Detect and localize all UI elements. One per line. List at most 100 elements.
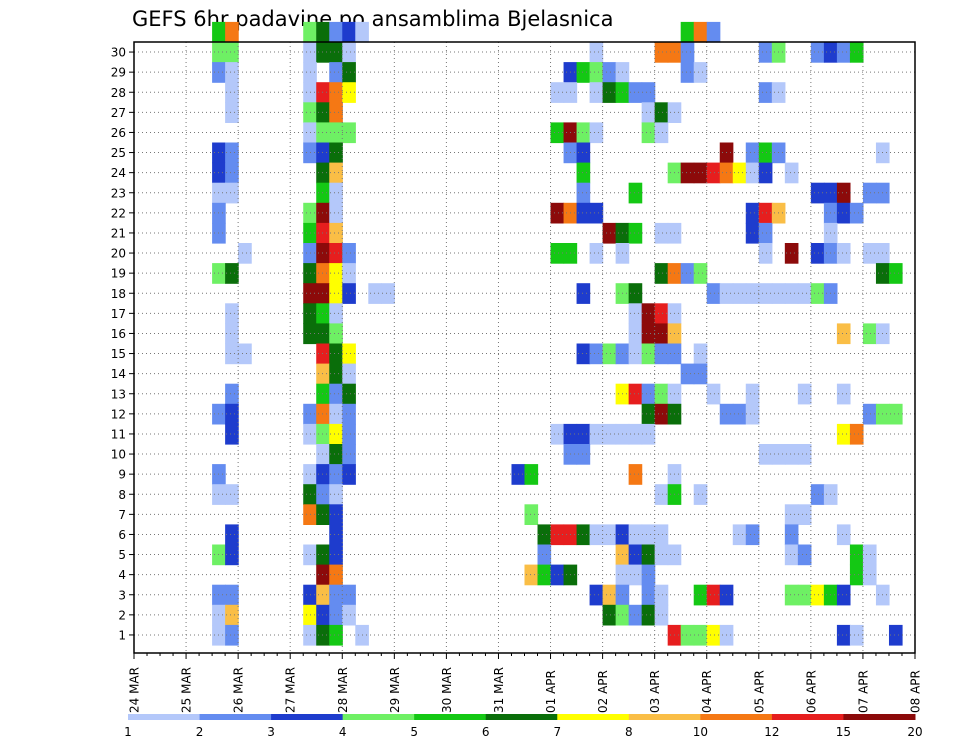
heatmap-cell: [784, 243, 799, 264]
heatmap-cell: [758, 283, 773, 304]
heatmap-cell: [316, 42, 330, 63]
heatmap-cell: [654, 383, 669, 405]
heatmap-cell: [576, 343, 591, 365]
y-tick-label: 22: [111, 206, 126, 220]
heatmap-cell: [329, 403, 343, 425]
colorbar-label: 4: [339, 725, 347, 739]
y-tick-label: 13: [111, 387, 126, 401]
heatmap-cell: [342, 122, 356, 144]
heatmap-cell: [537, 564, 552, 586]
heatmap-cell: [342, 403, 356, 425]
heatmap-cell: [225, 423, 239, 445]
heatmap-cell: [758, 142, 773, 164]
x-tick-label: 27 MAR: [284, 667, 298, 713]
heatmap-cell: [732, 403, 747, 425]
heatmap-cell: [628, 182, 643, 204]
heatmap-cell: [693, 624, 708, 646]
heatmap-cell: [641, 524, 656, 546]
heatmap-cell: [316, 604, 330, 626]
heatmap-cell: [355, 21, 369, 43]
heatmap-cell: [745, 403, 760, 425]
heatmap-cell: [342, 363, 356, 385]
heatmap-cell: [654, 403, 669, 425]
heatmap-cell: [836, 584, 851, 606]
heatmap-cell: [316, 564, 330, 586]
heatmap-cell: [329, 222, 343, 244]
heatmap-cell: [836, 42, 851, 63]
heatmap-cell: [628, 343, 643, 365]
heatmap-cell: [316, 243, 330, 264]
y-tick-label: 5: [118, 548, 126, 562]
heatmap-cell: [706, 162, 721, 184]
y-tick-label: 14: [111, 367, 126, 381]
heatmap-cell: [316, 584, 330, 606]
heatmap-cell: [329, 444, 343, 465]
heatmap-cell: [238, 243, 252, 264]
heatmap-cell: [836, 182, 851, 204]
colorbar-label: 12: [764, 725, 779, 739]
heatmap-cell: [836, 423, 851, 445]
heatmap-cell: [576, 142, 591, 164]
heatmap-cell: [628, 544, 643, 566]
heatmap-cell: [706, 584, 721, 606]
heatmap-cell: [641, 403, 656, 425]
heatmap-cell: [537, 544, 552, 566]
heatmap-cell: [550, 423, 565, 445]
heatmap-cell: [225, 162, 239, 184]
heatmap-cell: [641, 423, 656, 445]
heatmap-cell: [654, 102, 669, 123]
heatmap-cell: [641, 323, 656, 345]
heatmap-cell: [342, 383, 356, 405]
x-tick-label: 26 MAR: [232, 667, 246, 713]
heatmap-cell: [602, 82, 617, 103]
heatmap-cell: [641, 102, 656, 123]
heatmap-cell: [758, 202, 773, 224]
y-tick-label: 21: [111, 226, 126, 240]
heatmap-cell: [628, 524, 643, 546]
heatmap-cell: [784, 444, 799, 465]
heatmap-cell: [732, 162, 747, 184]
y-tick-label: 26: [111, 126, 126, 140]
heatmap-cell: [329, 524, 343, 546]
heatmap-cell: [303, 21, 317, 43]
heatmap-cell: [329, 122, 343, 144]
colorbar-label: 5: [410, 725, 418, 739]
x-tick-label: 31 MAR: [492, 667, 506, 713]
y-tick-label: 19: [111, 267, 126, 281]
heatmap-cell: [797, 544, 812, 566]
heatmap-cell: [602, 584, 617, 606]
heatmap-cell: [836, 243, 851, 264]
heatmap-cell: [316, 444, 330, 465]
x-tick-label: 04 APR: [700, 670, 714, 713]
heatmap-cell: [342, 62, 356, 83]
heatmap-cell: [316, 624, 330, 646]
x-tick-label: 28 MAR: [336, 667, 350, 713]
y-tick-label: 10: [111, 448, 126, 462]
heatmap-cell: [329, 584, 343, 606]
heatmap-cell: [628, 222, 643, 244]
y-tick-label: 17: [111, 307, 126, 321]
heatmap-cell: [784, 162, 799, 184]
colorbar-swatch: [771, 714, 844, 720]
heatmap-cell: [524, 504, 539, 525]
heatmap-cell: [784, 283, 799, 304]
heatmap-cell: [797, 283, 812, 304]
heatmap-cell: [589, 62, 604, 83]
heatmap-cell: [758, 162, 773, 184]
heatmap-cell: [368, 283, 382, 304]
heatmap-cell: [654, 544, 669, 566]
heatmap-cell: [524, 464, 539, 485]
x-tick-label: 25 MAR: [180, 667, 194, 713]
heatmap-cell: [576, 423, 591, 445]
heatmap-cell: [836, 624, 851, 646]
x-tick-label: 01 APR: [544, 670, 558, 713]
colorbar-label: 15: [836, 725, 851, 739]
heatmap-cell: [316, 363, 330, 385]
y-tick-label: 12: [111, 407, 126, 421]
y-tick-label: 20: [111, 247, 126, 261]
heatmap-cell: [654, 323, 669, 345]
colorbar-swatch: [199, 714, 272, 720]
x-tick-label: 05 APR: [752, 670, 766, 713]
heatmap-cell: [225, 21, 239, 43]
heatmap-cell: [225, 102, 239, 123]
